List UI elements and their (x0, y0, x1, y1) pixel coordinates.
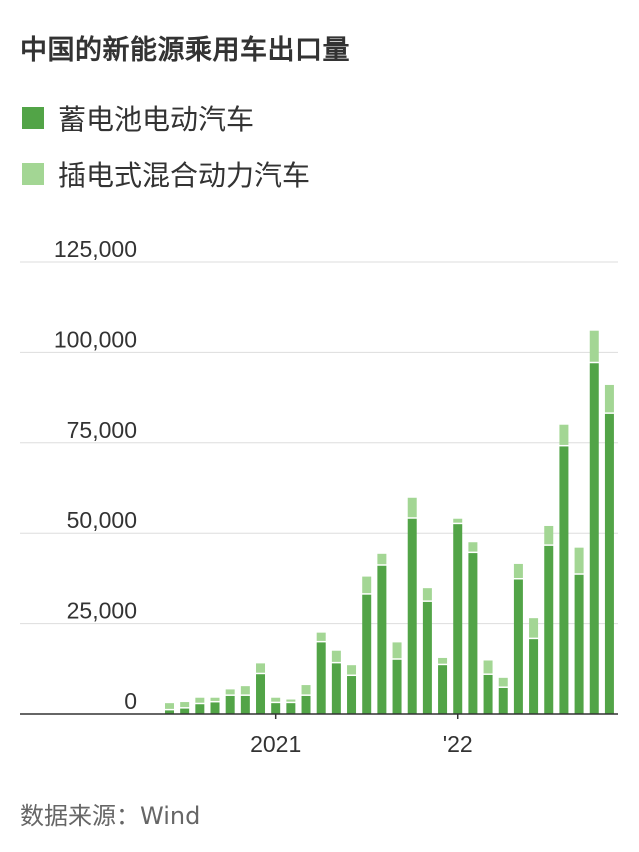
bar-phev (286, 699, 296, 702)
bar-phev (256, 663, 266, 673)
bar-phev (498, 677, 508, 687)
y-tick-label: 100,000 (54, 326, 137, 352)
y-tick-label: 50,000 (67, 507, 137, 533)
source-note: 数据来源：Wind (20, 802, 201, 830)
bar-bev (574, 574, 584, 714)
bar-bev (286, 703, 296, 714)
bar-phev (559, 424, 569, 445)
x-tick-label: 2021 (250, 731, 301, 757)
bar-bev (559, 446, 569, 714)
bar-bev (513, 579, 523, 714)
bar-bev (362, 594, 372, 714)
bar-phev (210, 697, 220, 701)
bar-bev (407, 518, 417, 714)
bar-phev (331, 650, 341, 662)
chart-title: 中国的新能源乘用车出口量 (20, 35, 350, 66)
y-tick-label: 25,000 (67, 598, 137, 624)
bar-phev (392, 642, 402, 659)
legend-item-phev: 插电式混合动力汽车 (22, 154, 310, 194)
bar-bev (195, 704, 205, 714)
bar-phev (422, 588, 432, 601)
bar-phev (271, 697, 281, 702)
bar-phev (362, 576, 372, 594)
bar-bev (392, 659, 402, 714)
y-tick-label: 125,000 (54, 236, 137, 262)
bar-phev (407, 497, 417, 518)
bar-bev (453, 524, 463, 714)
bar-phev (316, 632, 326, 641)
bar-phev (301, 685, 311, 695)
bar-phev (180, 702, 190, 708)
bar-phev (513, 563, 523, 578)
bar-phev (589, 330, 599, 362)
bar-bev (438, 665, 448, 714)
bar-bev (468, 553, 478, 714)
bar-bev (225, 695, 235, 714)
bar-bev (271, 703, 281, 714)
bar-bev (589, 363, 599, 714)
bar-bev (544, 545, 554, 714)
y-tick-label: 0 (124, 688, 137, 714)
bar-phev (574, 547, 584, 574)
y-tick-label: 75,000 (67, 417, 137, 443)
bar-phev (195, 697, 205, 703)
bar-bev (498, 687, 508, 714)
bar-bev (301, 695, 311, 714)
bar-phev (347, 665, 357, 675)
bar-bev (422, 601, 432, 714)
bar-phev (529, 618, 539, 638)
bar-phev (240, 686, 250, 695)
bar-bev (180, 708, 190, 714)
legend-label-phev: 插电式混合动力汽车 (58, 159, 311, 192)
bar-phev (453, 518, 463, 523)
bar-phev (604, 384, 614, 413)
bar-bev (347, 676, 357, 714)
bar-bev (604, 413, 614, 714)
bar-phev (225, 689, 235, 695)
bar-bev (316, 642, 326, 714)
bar-bev (331, 663, 341, 714)
bar-phev (483, 660, 493, 674)
bar-bev (483, 674, 493, 714)
legend-swatch-bev (22, 107, 44, 129)
legend-label-bev: 蓄电池电动汽车 (58, 103, 255, 136)
legend-swatch-phev (22, 163, 44, 185)
bar-bev (256, 674, 266, 714)
bar-bev (377, 565, 387, 714)
bar-phev (438, 657, 448, 664)
x-tick-label: '22 (443, 731, 473, 757)
bar-phev (165, 703, 174, 709)
legend-item-bev: 蓄电池电动汽车 (22, 98, 254, 138)
bar-phev (544, 525, 554, 545)
bar-phev (468, 542, 478, 552)
bar-bev (165, 710, 174, 714)
bar-bev (529, 639, 539, 714)
bar-phev (377, 553, 387, 565)
bar-bev (240, 695, 250, 714)
bar-bev (210, 702, 220, 714)
